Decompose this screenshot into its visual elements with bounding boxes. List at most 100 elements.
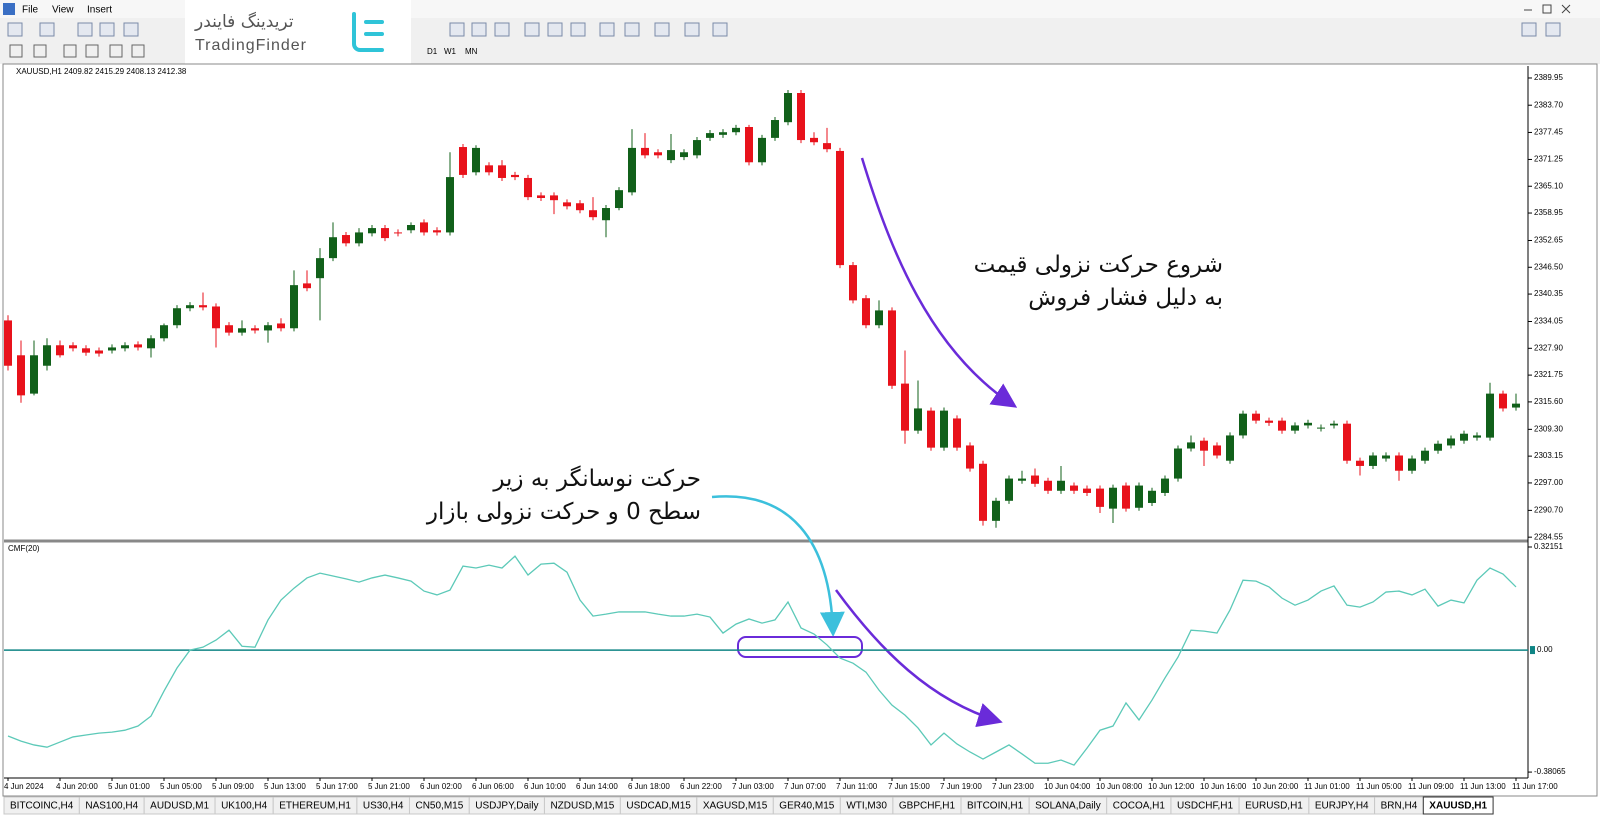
tool-icon[interactable] <box>33 44 47 58</box>
tool-icon[interactable] <box>712 22 728 37</box>
x-tick-label: 5 Jun 05:00 <box>160 782 202 791</box>
y-tick-label: 0.32151 <box>1534 542 1563 551</box>
tab[interactable]: USDJPY,Daily <box>468 796 545 815</box>
tab[interactable]: USDCHF,H1 <box>1170 796 1240 815</box>
candle-body <box>680 152 688 158</box>
tab-label: USDCAD,M15 <box>626 801 691 812</box>
tool-icon[interactable] <box>1545 22 1561 37</box>
menu-item[interactable]: View <box>52 5 74 16</box>
candle-body <box>485 165 493 173</box>
candle-body <box>732 127 740 133</box>
tool-icon[interactable] <box>624 22 640 37</box>
tab[interactable]: EURJPY,H4 <box>1308 796 1376 815</box>
tab[interactable]: ETHEREUM,H1 <box>272 796 358 815</box>
tool-icon[interactable] <box>494 22 510 37</box>
candle-body <box>901 383 909 431</box>
tab[interactable]: SOLANA,Daily <box>1028 796 1108 815</box>
tab[interactable]: XAGUSD,M15 <box>696 796 774 815</box>
tool-icon[interactable] <box>131 44 145 58</box>
tab[interactable]: BRN,H4 <box>1374 796 1424 815</box>
tab[interactable]: UK100,H4 <box>214 796 274 815</box>
candle-body <box>186 305 194 309</box>
candle-body <box>1213 445 1221 456</box>
candle-body <box>589 210 597 218</box>
annotations-shapes <box>711 157 1018 728</box>
y-tick-label: 2346.50 <box>1534 262 1563 271</box>
tool-icon[interactable] <box>524 22 540 37</box>
candle-body <box>212 306 220 329</box>
tool-icon[interactable] <box>654 22 670 37</box>
tab-label: US30,H4 <box>363 801 404 812</box>
tab-label: XAGUSD,M15 <box>703 801 768 812</box>
tab[interactable]: COCOA,H1 <box>1106 796 1172 815</box>
timeframe[interactable]: W1 <box>444 47 457 56</box>
candle-body <box>576 203 584 211</box>
tab-label: USDJPY,Daily <box>475 801 538 812</box>
candle-body <box>160 325 168 339</box>
candle-body <box>1057 480 1065 491</box>
tab[interactable]: BITCOIN,H1 <box>960 796 1030 815</box>
tab[interactable]: NZDUSD,M15 <box>543 796 621 815</box>
candle-body <box>511 174 519 178</box>
candle-body <box>797 93 805 141</box>
candle-body <box>381 228 389 239</box>
tool-icon[interactable] <box>547 22 563 37</box>
logo-en: TradingFinder <box>195 37 307 54</box>
logo-fa: تریدینگ فایندر <box>194 11 294 32</box>
chart-window <box>2 63 1598 797</box>
tab[interactable]: US30,H4 <box>356 796 410 815</box>
window-controls[interactable] <box>1524 4 1571 14</box>
tab[interactable]: GER40,M15 <box>772 796 841 815</box>
cmf-line <box>7 555 1517 766</box>
y-tick-label: 2327.90 <box>1534 343 1563 352</box>
x-tick-label: 6 Jun 22:00 <box>680 782 722 791</box>
toolbar-icons[interactable] <box>7 22 1561 58</box>
tool-icon[interactable] <box>85 44 99 58</box>
candle-body <box>394 232 402 234</box>
timeframe[interactable]: MN <box>465 47 478 56</box>
tab[interactable]: WTI,M30 <box>839 796 894 815</box>
y-tick-label: 2315.60 <box>1534 397 1563 406</box>
x-tick-label: 10 Jun 20:00 <box>1252 782 1299 791</box>
candle-body <box>1096 488 1104 507</box>
tab[interactable]: EURUSD,H1 <box>1238 796 1310 815</box>
tool-icon[interactable] <box>99 22 115 37</box>
tab-label: COCOA,H1 <box>1113 801 1166 812</box>
tool-icon[interactable] <box>1521 22 1537 37</box>
tool-icon[interactable] <box>39 22 55 37</box>
tool-icon[interactable] <box>449 22 465 37</box>
candle-body <box>264 325 272 331</box>
timeframe[interactable]: D1 <box>427 47 438 56</box>
candle-body <box>875 310 883 326</box>
tool-icon[interactable] <box>684 22 700 37</box>
tab[interactable]: XAUUSD,H1 <box>1422 796 1494 815</box>
tab[interactable]: USDCAD,M15 <box>619 796 698 815</box>
tool-icon[interactable] <box>9 44 23 58</box>
tab[interactable]: GBPCHF,H1 <box>892 796 962 815</box>
tab[interactable]: CN50,M15 <box>408 796 470 815</box>
candle-body <box>563 202 571 207</box>
candle-body <box>1278 420 1286 431</box>
x-tick-label: 10 Jun 12:00 <box>1148 782 1195 791</box>
x-tick-label: 6 Jun 06:00 <box>472 782 514 791</box>
tool-icon[interactable] <box>570 22 586 37</box>
candle-body <box>1200 440 1208 451</box>
menu-item[interactable]: File <box>22 5 39 16</box>
x-tick-label: 7 Jun 03:00 <box>732 782 774 791</box>
annotation-line: شروع حرکت نزولی قیمت <box>973 252 1223 278</box>
tool-icon[interactable] <box>77 22 93 37</box>
tab[interactable]: BITCOINC,H4 <box>3 796 80 815</box>
tool-icon[interactable] <box>63 44 77 58</box>
candle-body <box>1473 435 1481 438</box>
tool-icon[interactable] <box>599 22 615 37</box>
tool-icon[interactable] <box>123 22 139 37</box>
menu-item[interactable]: Insert <box>87 5 112 16</box>
tool-icon[interactable] <box>109 44 123 58</box>
tool-icon[interactable] <box>7 22 23 37</box>
tab[interactable]: AUDUSD,M1 <box>143 796 216 815</box>
x-tick-label: 4 Jun 2024 <box>4 782 44 791</box>
tool-icon[interactable] <box>471 22 487 37</box>
candle-body <box>992 500 1000 521</box>
candle-body <box>30 355 38 394</box>
tab[interactable]: NAS100,H4 <box>78 796 145 815</box>
